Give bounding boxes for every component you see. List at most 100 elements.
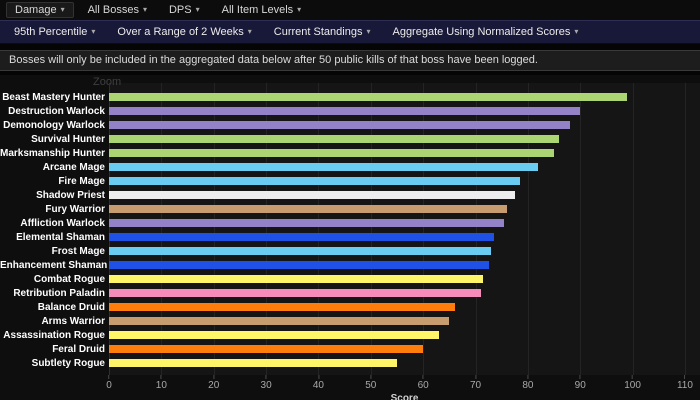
filter-standings[interactable]: Current Standings ▾: [274, 26, 371, 38]
gridline: [580, 83, 582, 375]
menu-dps[interactable]: DPS ▾: [161, 3, 208, 17]
bar-track: [109, 258, 697, 272]
axis-tick: 100: [624, 375, 641, 391]
score-bar[interactable]: [109, 261, 489, 269]
chart-bar-row: Shadow Priest: [0, 188, 697, 202]
category-label[interactable]: Shadow Priest: [36, 189, 105, 201]
chart-bar-row: Assassination Rogue: [0, 328, 697, 342]
category-label[interactable]: Enhancement Shaman: [0, 259, 108, 271]
chevron-down-icon: ▾: [247, 27, 252, 36]
gridline: [475, 83, 477, 375]
category-label[interactable]: Marksmanship Hunter: [0, 147, 106, 159]
tick-label: 70: [469, 380, 482, 391]
top-menu-bar: Damage ▾ All Bosses ▾ DPS ▾ All Item Lev…: [0, 0, 700, 20]
score-bar[interactable]: [109, 359, 397, 367]
category-label[interactable]: Subtlety Rogue: [31, 357, 105, 369]
bar-track: [109, 174, 697, 188]
tick-label: 90: [574, 380, 586, 391]
tick-label: 60: [417, 380, 429, 391]
chart-bar-row: Fire Mage: [0, 174, 697, 188]
tick-label: 40: [312, 380, 324, 391]
chart-bar-row: Marksmanship Hunter: [0, 146, 697, 160]
score-bar[interactable]: [109, 219, 505, 227]
axis-tick: 70: [470, 375, 481, 391]
chevron-down-icon: ▾: [91, 27, 96, 36]
chart-bar-row: Affliction Warlock: [0, 216, 697, 230]
axis-tick: 30: [261, 375, 272, 391]
filter-date-range[interactable]: Over a Range of 2 Weeks ▾: [117, 26, 251, 38]
score-bar[interactable]: [109, 233, 494, 241]
category-label[interactable]: Feral Druid: [52, 343, 105, 355]
score-bar[interactable]: [109, 205, 507, 213]
category-label[interactable]: Frost Mage: [51, 245, 105, 257]
tick-label: 80: [522, 380, 534, 391]
tick-mark: [370, 375, 372, 379]
tick-label: 10: [155, 380, 167, 391]
chart-bar-row: Retribution Paladin: [0, 286, 697, 300]
score-bar[interactable]: [109, 93, 628, 101]
category-label[interactable]: Fire Mage: [58, 175, 105, 187]
score-bar[interactable]: [109, 107, 581, 115]
score-bar[interactable]: [109, 317, 450, 325]
score-bar[interactable]: [109, 331, 439, 339]
chart-bar-row: Beast Mastery Hunter: [0, 90, 697, 104]
category-label[interactable]: Survival Hunter: [31, 133, 105, 145]
category-label[interactable]: Beast Mastery Hunter: [2, 91, 105, 103]
axis-tick: 20: [208, 375, 219, 391]
score-bar[interactable]: [109, 289, 481, 297]
menu-all-bosses-label: All Bosses: [87, 4, 139, 16]
category-label[interactable]: Fury Warrior: [45, 203, 105, 215]
bar-track: [109, 216, 697, 230]
menu-all-item-levels-label: All Item Levels: [221, 4, 294, 16]
zoom-label: Zoom: [93, 76, 122, 88]
bar-track: [109, 272, 697, 286]
score-bar[interactable]: [109, 247, 492, 255]
x-axis-title: Score: [390, 393, 419, 400]
score-bar[interactable]: [109, 303, 455, 311]
filter-percentile[interactable]: 95th Percentile ▾: [14, 26, 95, 38]
menu-all-bosses[interactable]: All Bosses ▾: [80, 3, 155, 17]
score-bar[interactable]: [109, 135, 560, 143]
menu-dps-label: DPS: [168, 4, 192, 16]
bar-track: [109, 300, 697, 314]
bar-track: [109, 132, 697, 146]
bar-track: [109, 90, 697, 104]
category-label[interactable]: Combat Rogue: [33, 273, 105, 285]
score-bar[interactable]: [109, 275, 484, 283]
chart-bar-row: Subtlety Rogue: [0, 356, 697, 370]
gridline: [109, 83, 110, 375]
chart-bar-row: Enhancement Shaman: [0, 258, 697, 272]
category-label[interactable]: Arms Warrior: [41, 315, 105, 327]
chart-bar-row: Feral Druid: [0, 342, 697, 356]
category-label[interactable]: Elemental Shaman: [16, 231, 105, 243]
tick-mark: [213, 375, 215, 379]
score-bar[interactable]: [109, 121, 570, 129]
score-bar[interactable]: [109, 149, 555, 157]
category-label[interactable]: Retribution Paladin: [13, 287, 105, 299]
filter-toolbar: 95th Percentile ▾ Over a Range of 2 Week…: [0, 20, 700, 44]
category-label[interactable]: Balance Druid: [37, 301, 105, 313]
score-bar[interactable]: [109, 177, 521, 185]
category-label[interactable]: Destruction Warlock: [8, 105, 105, 117]
chart-bar-row: Combat Rogue: [0, 272, 697, 286]
filter-standings-label: Current Standings: [273, 26, 363, 38]
category-label[interactable]: Assassination Rogue: [3, 329, 105, 341]
category-label[interactable]: Affliction Warlock: [20, 217, 105, 229]
axis-tick: 80: [522, 375, 533, 391]
bar-track: [109, 356, 697, 370]
bar-track: [109, 328, 697, 342]
score-bar[interactable]: [109, 345, 424, 353]
category-label[interactable]: Demonology Warlock: [3, 119, 105, 131]
category-label[interactable]: Arcane Mage: [42, 161, 105, 173]
menu-damage[interactable]: Damage ▾: [6, 2, 74, 18]
tick-mark: [160, 375, 162, 379]
gridline: [684, 83, 686, 375]
score-bar[interactable]: [109, 191, 515, 199]
axis-tick: 0: [106, 375, 112, 391]
bar-track: [109, 244, 697, 258]
chevron-down-icon: ▾: [142, 5, 147, 14]
filter-aggregate-mode[interactable]: Aggregate Using Normalized Scores ▾: [392, 26, 578, 38]
tick-mark: [632, 375, 634, 379]
menu-all-item-levels[interactable]: All Item Levels ▾: [214, 3, 310, 17]
score-bar[interactable]: [109, 163, 539, 171]
